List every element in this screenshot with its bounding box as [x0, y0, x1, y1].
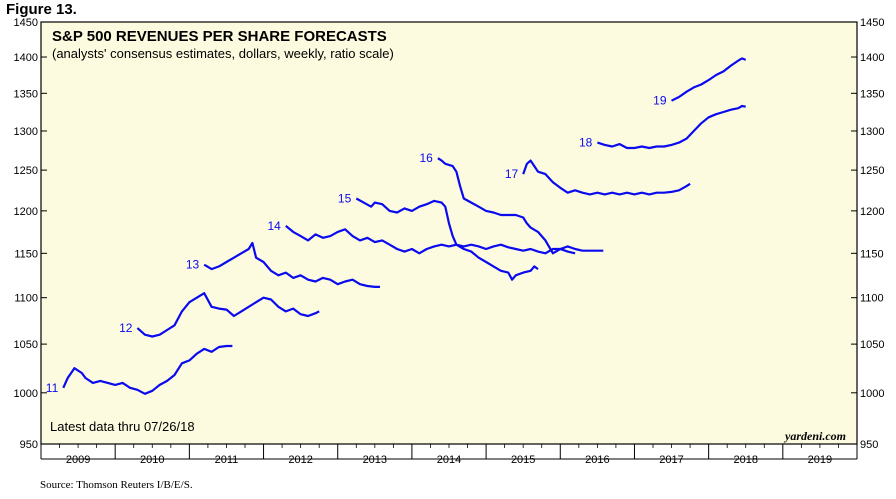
y-tick-label-right: 1350	[860, 88, 884, 100]
y-tick-label-right: 1100	[860, 293, 884, 305]
x-tick-label: 2009	[66, 454, 90, 466]
y-tick-label-left: 1350	[14, 88, 38, 100]
source-note: Source: Thomson Reuters I/B/E/S.	[40, 479, 193, 491]
figure-label: Figure 13.	[6, 1, 77, 18]
y-tick-label-left: 1250	[14, 165, 38, 177]
y-tick-label-right: 1400	[860, 52, 884, 64]
y-tick-label-left: 1100	[14, 293, 38, 305]
x-tick-label: 2013	[363, 454, 387, 466]
series-label-19: 19	[653, 94, 667, 108]
chart-subtitle: (analysts' consensus estimates, dollars,…	[52, 46, 394, 61]
y-tick-label-right: 1450	[860, 17, 884, 29]
latest-data-note: Latest data thru 07/26/18	[50, 419, 195, 434]
series-label-18: 18	[579, 136, 593, 150]
y-tick-label-left: 1300	[14, 126, 38, 138]
y-tick-label-right: 1200	[860, 206, 884, 218]
series-line-14	[285, 225, 539, 281]
axis-ticks: 950 950 1000 1000 1050 1050 1100 1100 1150 1150 12…	[14, 17, 885, 466]
brand-watermark: yardeni.com	[783, 429, 846, 443]
x-tick-label: 2019	[808, 454, 832, 466]
series-label-11: 11	[46, 381, 59, 395]
series-line-13	[203, 241, 380, 288]
series-line-12	[136, 292, 320, 338]
y-tick-label-left: 1150	[14, 248, 38, 260]
x-tick-label: 2010	[140, 454, 164, 466]
y-tick-label-right: 1300	[860, 126, 884, 138]
plot-area	[40, 21, 858, 445]
y-tick-label-right: 1000	[860, 388, 884, 400]
chart: 950 950 1000 1000 1050 1050 1100 1100 1150 1150 12…	[14, 17, 885, 466]
y-tick-label-left: 1450	[14, 17, 38, 29]
series-label-15: 15	[338, 191, 352, 205]
x-tick-label: 2018	[733, 454, 757, 466]
series-layer: 11 12 13 14 15 16 17 18 19	[46, 57, 747, 395]
x-tick-label: 2015	[511, 454, 535, 466]
series-line-19	[671, 57, 747, 102]
series-label-17: 17	[505, 167, 519, 181]
y-tick-label-right: 950	[860, 439, 878, 451]
y-tick-label-left: 1400	[14, 52, 38, 64]
series-line-16	[437, 157, 576, 255]
series-line-11	[62, 344, 233, 395]
x-tick-label: 2012	[288, 454, 312, 466]
y-tick-label-right: 1250	[860, 165, 884, 177]
series-label-16: 16	[420, 151, 434, 165]
y-tick-label-left: 950	[20, 439, 38, 451]
y-tick-label-right: 1050	[860, 339, 884, 351]
series-label-14: 14	[267, 219, 281, 233]
y-tick-label-left: 1050	[14, 339, 38, 351]
series-line-18	[597, 104, 746, 150]
series-label-13: 13	[186, 258, 200, 272]
y-tick-label-left: 1000	[14, 388, 38, 400]
series-label-12: 12	[119, 321, 133, 335]
x-tick-label: 2011	[215, 454, 239, 466]
x-tick-label: 2017	[659, 454, 683, 466]
y-tick-label-left: 1200	[14, 206, 38, 218]
series-line-17	[522, 159, 691, 196]
x-tick-label: 2016	[585, 454, 609, 466]
y-tick-label-right: 1150	[860, 248, 884, 260]
x-tick-label: 2014	[437, 454, 461, 466]
chart-title: S&P 500 REVENUES PER SHARE FORECASTS	[52, 28, 387, 45]
